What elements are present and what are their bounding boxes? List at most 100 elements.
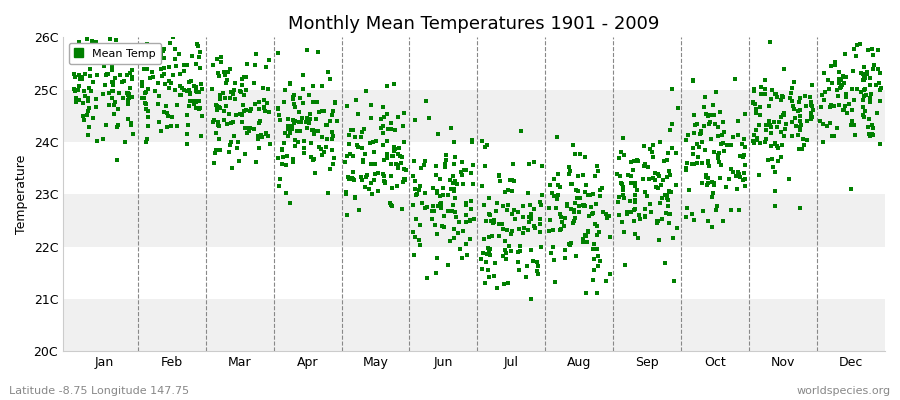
Point bbox=[830, 87, 844, 93]
Point bbox=[547, 257, 562, 264]
Point bbox=[397, 176, 411, 182]
Point bbox=[83, 66, 97, 72]
Point bbox=[240, 130, 255, 136]
Point bbox=[192, 89, 206, 95]
Point bbox=[426, 202, 440, 209]
Point bbox=[364, 115, 378, 122]
Point bbox=[534, 221, 548, 227]
Point bbox=[437, 224, 452, 230]
Point bbox=[261, 132, 275, 139]
Point bbox=[475, 266, 490, 272]
Point bbox=[106, 102, 121, 108]
Point bbox=[830, 125, 844, 132]
Point bbox=[363, 140, 377, 146]
Point bbox=[567, 209, 581, 215]
Point bbox=[590, 289, 604, 296]
Point bbox=[576, 238, 590, 245]
Point bbox=[295, 115, 310, 121]
Point bbox=[680, 137, 694, 143]
Point bbox=[466, 181, 481, 188]
Point bbox=[306, 127, 320, 133]
Point bbox=[839, 91, 853, 97]
Point bbox=[259, 100, 274, 106]
Point bbox=[832, 80, 846, 86]
Point bbox=[746, 99, 760, 105]
Point bbox=[137, 66, 151, 72]
Point bbox=[643, 201, 657, 207]
Point bbox=[633, 216, 647, 222]
Point bbox=[796, 136, 810, 142]
Point bbox=[211, 122, 225, 128]
Point bbox=[543, 217, 557, 223]
Point bbox=[736, 170, 751, 176]
Point bbox=[345, 175, 359, 182]
Point bbox=[194, 86, 209, 92]
Point bbox=[773, 129, 788, 135]
Point bbox=[409, 117, 423, 124]
Point bbox=[595, 185, 609, 191]
Point bbox=[564, 181, 579, 187]
Point bbox=[320, 135, 334, 142]
Point bbox=[753, 140, 768, 146]
Point bbox=[567, 218, 581, 224]
Point bbox=[546, 244, 561, 250]
Point bbox=[643, 146, 657, 152]
Point bbox=[229, 96, 243, 102]
Point bbox=[448, 195, 463, 201]
Point bbox=[579, 233, 593, 240]
Point bbox=[767, 118, 781, 125]
Point bbox=[857, 114, 871, 120]
Point bbox=[482, 195, 496, 201]
Point bbox=[711, 132, 725, 139]
Point bbox=[339, 103, 354, 110]
Point bbox=[773, 113, 788, 120]
Point bbox=[258, 129, 273, 136]
Point bbox=[428, 163, 443, 169]
Point bbox=[380, 154, 394, 161]
Point bbox=[526, 158, 541, 165]
Point bbox=[408, 252, 422, 258]
Point bbox=[649, 184, 663, 190]
Point bbox=[578, 203, 592, 209]
Point bbox=[796, 141, 811, 148]
Point bbox=[347, 134, 362, 140]
Point bbox=[766, 164, 780, 170]
Point bbox=[371, 188, 385, 194]
Point bbox=[777, 112, 791, 118]
Point bbox=[293, 118, 308, 125]
Point bbox=[513, 243, 527, 249]
Point bbox=[239, 61, 254, 67]
Point bbox=[526, 223, 541, 230]
Point bbox=[805, 82, 819, 88]
Point bbox=[847, 46, 861, 52]
Point bbox=[707, 180, 722, 186]
Point bbox=[391, 151, 405, 157]
Point bbox=[158, 81, 172, 88]
Point bbox=[793, 106, 807, 113]
Point bbox=[454, 169, 468, 176]
Point bbox=[662, 219, 676, 226]
Point bbox=[344, 127, 358, 134]
Point bbox=[476, 250, 491, 256]
Point bbox=[736, 136, 751, 142]
Point bbox=[687, 217, 701, 223]
Point bbox=[787, 79, 801, 85]
Point bbox=[822, 86, 836, 92]
Point bbox=[411, 187, 426, 193]
Point bbox=[385, 152, 400, 159]
Point bbox=[437, 161, 452, 168]
Point bbox=[459, 200, 473, 206]
Point bbox=[859, 92, 873, 99]
Point bbox=[80, 58, 94, 64]
Point bbox=[695, 160, 709, 166]
Point bbox=[593, 192, 608, 199]
Point bbox=[770, 94, 784, 100]
Point bbox=[652, 172, 666, 179]
Point bbox=[600, 215, 615, 221]
Point bbox=[406, 202, 420, 208]
Point bbox=[783, 90, 797, 96]
Point bbox=[226, 91, 240, 98]
Point bbox=[351, 111, 365, 118]
Point bbox=[442, 208, 456, 215]
Point bbox=[459, 218, 473, 225]
